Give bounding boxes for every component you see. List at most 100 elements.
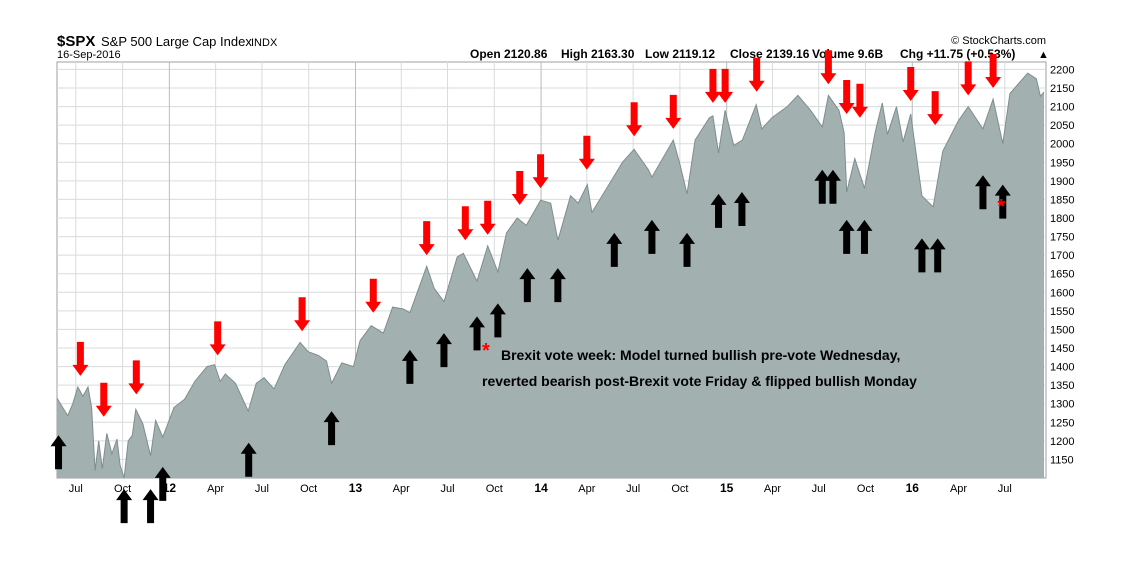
chart-date: 16-Sep-2016 [57, 49, 121, 61]
ohlc-item: Volume 9.6B [812, 47, 883, 61]
chart-exchange: INDX [251, 37, 278, 49]
bullish-arrow [435, 333, 452, 368]
ohlc-item: High 2163.30 [561, 47, 635, 61]
y-tick-label: 1250 [1050, 417, 1074, 429]
bearish-arrow [665, 94, 682, 129]
ohlc-item: Open 2120.86 [470, 47, 548, 61]
y-tick-label: 1300 [1050, 399, 1074, 411]
bearish-arrow [209, 321, 226, 356]
bearish-arrow [626, 102, 643, 137]
x-tick-label: Jul [440, 483, 454, 495]
bullish-arrow [913, 238, 930, 273]
y-tick-label: 1350 [1050, 380, 1074, 392]
x-tick-label: Jul [812, 483, 826, 495]
ohlc-item: Low 2119.12 [645, 47, 715, 61]
y-tick-label: 1900 [1050, 176, 1074, 188]
bullish-arrow [814, 169, 831, 204]
ohlc-item: Close 2139.16 [730, 47, 810, 61]
ohlc-item: Chg +11.75 (+0.53%) [900, 47, 1015, 61]
annotation-star: * [482, 340, 490, 362]
bullish-arrow [116, 489, 133, 524]
bullish-arrow [824, 169, 841, 204]
bearish-arrow [927, 91, 944, 126]
y-tick-label: 1200 [1050, 436, 1074, 448]
brexit-marker: * [997, 196, 1005, 218]
bullish-arrow [974, 175, 991, 210]
x-tick-label: Apr [764, 483, 781, 495]
x-tick-label: Oct [857, 483, 874, 495]
x-tick-label: Apr [578, 483, 595, 495]
x-tick-label: Jul [255, 483, 269, 495]
bullish-arrow [154, 466, 171, 501]
y-tick-label: 2050 [1050, 120, 1074, 132]
x-tick-label: 15 [720, 481, 734, 495]
bullish-arrow [240, 442, 257, 477]
bearish-arrow [704, 68, 721, 103]
bullish-arrow [489, 303, 506, 338]
x-tick-label: Oct [300, 483, 317, 495]
bullish-arrow [856, 219, 873, 254]
bullish-arrow [401, 349, 418, 384]
bullish-arrow [142, 489, 159, 524]
bearish-arrow [128, 360, 145, 395]
bearish-arrow [294, 297, 311, 332]
x-tick-label: Apr [393, 483, 410, 495]
x-axis: Jul Oct 12 Apr Jul Oct 13 Apr Jul Oct 14 Apr Jul Oct 1… [69, 481, 1012, 495]
x-tick-label: Jul [69, 483, 83, 495]
x-tick-label: Jul [626, 483, 640, 495]
ohlc-row: Open 2120.86 High 2163.30 Low 2119.12 Close… [470, 47, 1049, 61]
bearish-arrow [960, 61, 977, 96]
y-tick-label: 1400 [1050, 362, 1074, 374]
bearish-arrow [72, 341, 89, 376]
bearish-arrow [457, 206, 474, 241]
bullish-arrow [50, 435, 67, 470]
bullish-arrow [994, 184, 1011, 219]
x-tick-label: 16 [906, 481, 920, 495]
y-tick-label: 2150 [1050, 83, 1074, 95]
bearish-arrow [820, 50, 837, 85]
bullish-arrow [929, 238, 946, 273]
bearish-arrow [479, 200, 496, 235]
bullish-arrow [519, 268, 536, 303]
chart-ticker: $SPX [57, 33, 95, 50]
y-tick-label: 1950 [1050, 157, 1074, 169]
bearish-arrow [838, 80, 855, 114]
y-tick-label: 1650 [1050, 269, 1074, 281]
annotation-line-2: reverted bearish post-Brexit vote Friday… [482, 373, 917, 389]
bearish-arrow [851, 83, 868, 118]
bearish-arrow [717, 68, 734, 103]
bullish-arrow [323, 411, 340, 446]
bearish-arrow [511, 171, 528, 205]
watermark: © StockCharts.com [951, 35, 1046, 47]
signal-arrows [50, 50, 1011, 524]
x-tick-label: Apr [950, 483, 967, 495]
bearish-arrow [578, 135, 595, 170]
x-tick-label: 13 [349, 481, 363, 495]
y-tick-label: 1600 [1050, 287, 1074, 299]
bearish-arrow [532, 154, 549, 189]
chart-index-name: S&P 500 Large Cap Index [101, 34, 252, 49]
plot-area: 1150 1200 1250 1300 1350 1400 1450 1500 1550 1600… [50, 50, 1074, 524]
x-tick-label: Jul [998, 483, 1012, 495]
x-tick-label: Oct [114, 483, 131, 495]
bullish-arrow [469, 316, 486, 351]
y-tick-label: 1500 [1050, 324, 1074, 336]
y-tick-label: 1750 [1050, 232, 1074, 244]
y-tick-label: 2000 [1050, 139, 1074, 151]
y-tick-label: 1850 [1050, 194, 1074, 206]
x-tick-label: Oct [671, 483, 688, 495]
x-tick-label: Oct [486, 483, 503, 495]
price-line [56, 72, 1045, 479]
annotation-line-1: Brexit vote week: Model turned bullish p… [501, 347, 900, 363]
bullish-arrow [679, 232, 696, 267]
bearish-arrow [95, 382, 112, 417]
y-tick-label: 2200 [1050, 64, 1074, 76]
bullish-arrow [606, 232, 623, 267]
bullish-arrow [549, 268, 566, 303]
up-arrow-icon: ▲ [1038, 49, 1049, 61]
bearish-arrow [748, 57, 765, 92]
x-tick-label: Apr [207, 483, 224, 495]
y-tick-label: 1550 [1050, 306, 1074, 318]
